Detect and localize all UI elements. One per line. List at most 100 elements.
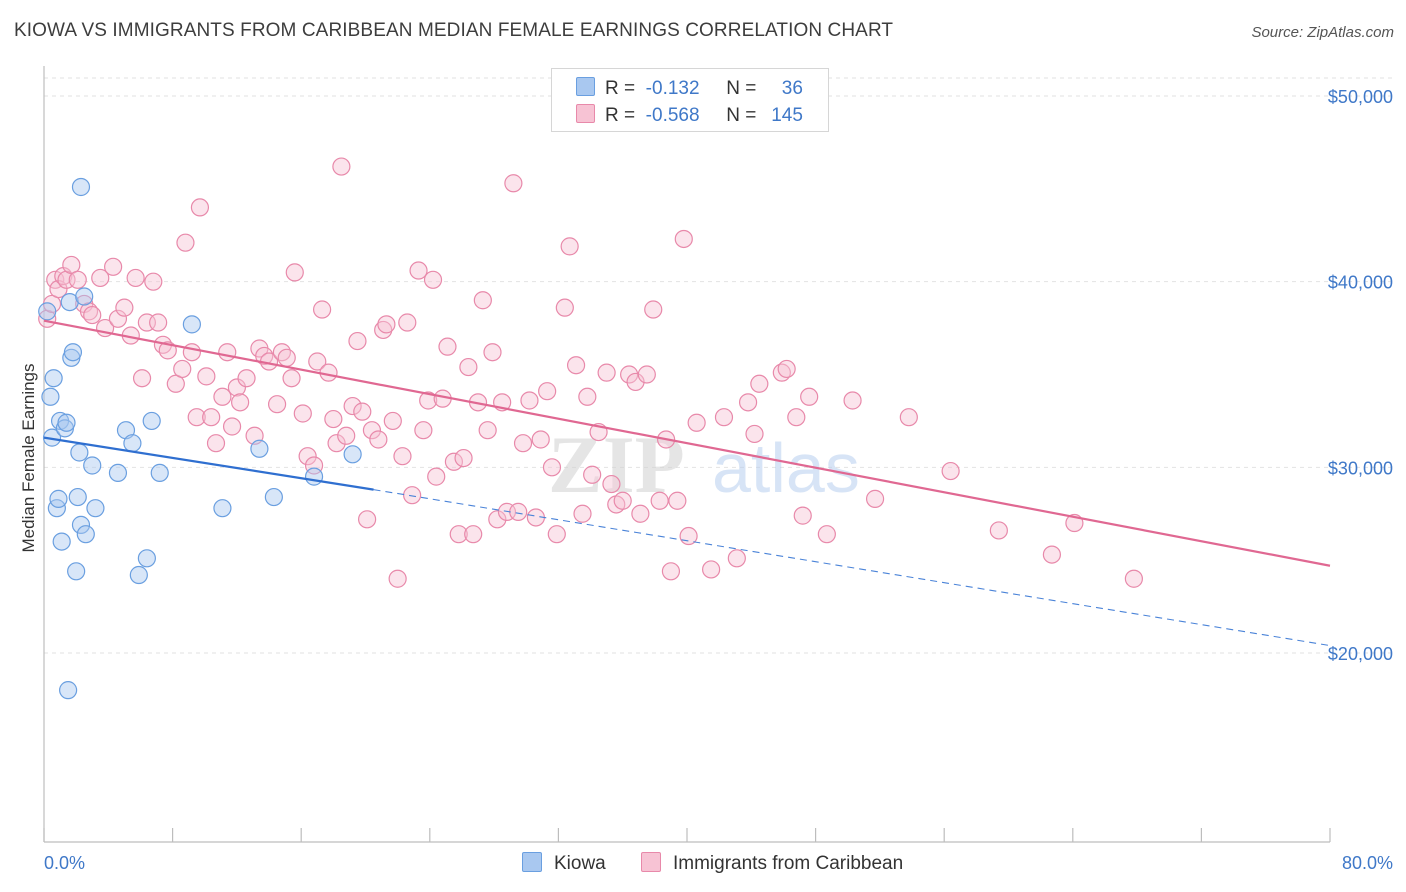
point-caribbean: [149, 313, 168, 332]
point-kiowa: [47, 499, 66, 518]
point-kiowa: [213, 499, 232, 518]
point-caribbean: [132, 369, 152, 388]
point-kiowa: [123, 434, 142, 453]
point-caribbean: [332, 157, 351, 176]
point-caribbean: [661, 562, 681, 581]
trend-line-caribbean: [43, 319, 1331, 567]
point-caribbean: [126, 268, 145, 288]
point-caribbean: [478, 421, 497, 440]
point-caribbean: [449, 525, 468, 544]
point-caribbean: [108, 309, 128, 328]
point-caribbean: [197, 367, 216, 386]
point-kiowa: [250, 439, 269, 458]
point-caribbean: [353, 402, 372, 421]
x-tick-label: 80.0%: [1342, 853, 1393, 873]
point-caribbean: [91, 268, 110, 288]
y-tick-label: $50,000: [1328, 87, 1393, 107]
point-caribbean: [227, 378, 246, 397]
point-caribbean: [218, 343, 237, 362]
point-caribbean: [650, 491, 669, 510]
point-kiowa: [137, 549, 156, 568]
point-caribbean: [377, 315, 396, 334]
point-caribbean: [237, 369, 256, 388]
point-kiowa: [63, 343, 83, 362]
point-caribbean: [620, 365, 639, 384]
point-caribbean: [800, 387, 819, 406]
legend-n-value: 36: [781, 78, 803, 99]
point-kiowa: [142, 411, 161, 431]
point-caribbean: [573, 504, 592, 523]
point-kiowa: [49, 489, 68, 508]
point-caribbean: [777, 359, 796, 379]
point-caribbean: [817, 525, 836, 544]
point-caribbean: [989, 521, 1008, 540]
point-kiowa: [70, 443, 89, 462]
point-kiowa: [343, 445, 362, 464]
point-caribbean: [231, 393, 250, 412]
point-caribbean: [414, 421, 433, 440]
point-caribbean: [388, 569, 407, 588]
point-caribbean: [560, 237, 579, 256]
point-caribbean: [602, 474, 621, 494]
legend-n-label: N =: [726, 105, 757, 126]
point-caribbean: [745, 424, 764, 444]
legend-n-label: N =: [726, 78, 757, 99]
point-caribbean: [298, 447, 317, 466]
legend-row-caribbean: R = -0.568 N = 145: [576, 104, 803, 127]
trend-lines: [43, 319, 1331, 647]
point-kiowa: [75, 287, 94, 306]
point-caribbean: [374, 320, 393, 340]
point-caribbean: [504, 174, 523, 193]
point-caribbean: [578, 387, 597, 406]
point-caribbean: [272, 343, 292, 362]
point-caribbean: [899, 408, 918, 427]
chart-source: Source: ZipAtlas.com: [1251, 24, 1394, 41]
point-caribbean: [206, 434, 226, 453]
point-caribbean: [509, 502, 528, 521]
point-caribbean: [190, 198, 210, 217]
trend-line-kiowa-extension: [373, 489, 1331, 647]
point-caribbean: [555, 298, 574, 317]
point-caribbean: [566, 356, 586, 375]
point-kiowa: [67, 562, 86, 581]
point-kiowa: [44, 369, 63, 388]
point-caribbean: [488, 510, 507, 529]
legend-r-value: -0.568: [645, 105, 700, 126]
point-caribbean: [644, 300, 663, 319]
point-caribbean: [531, 430, 550, 449]
point-kiowa: [59, 681, 78, 700]
point-caribbean: [383, 411, 402, 431]
point-caribbean: [793, 506, 812, 525]
point-kiowa: [86, 499, 105, 518]
legend: R = -0.132 N = 36 R = -0.568 N = 145: [551, 68, 829, 132]
point-caribbean: [520, 391, 539, 410]
point-caribbean: [369, 430, 388, 449]
bottom-legend-swatch-caribbean: [641, 852, 661, 872]
point-caribbean: [255, 346, 274, 366]
point-caribbean: [419, 391, 438, 410]
legend-swatch-caribbean: [576, 104, 595, 123]
point-caribbean: [727, 549, 746, 568]
legend-swatch-kiowa: [576, 77, 595, 96]
point-caribbean: [187, 408, 206, 427]
legend-r-label: R =: [605, 78, 636, 99]
point-caribbean: [337, 426, 356, 445]
point-caribbean: [202, 408, 221, 427]
y-tick-label: $40,000: [1328, 273, 1393, 293]
point-caribbean: [312, 300, 332, 319]
point-caribbean: [362, 421, 382, 440]
point-kiowa: [68, 487, 87, 507]
y-axis-label: Median Female Earnings: [19, 364, 38, 553]
point-kiowa: [129, 565, 148, 585]
x-tick-label: 0.0%: [44, 853, 85, 873]
point-caribbean: [702, 560, 721, 579]
point-kiowa: [71, 515, 91, 534]
point-caribbean: [398, 313, 417, 332]
bottom-legend-label-caribbean: Immigrants from Caribbean: [673, 853, 904, 874]
point-caribbean: [308, 352, 327, 371]
point-caribbean: [583, 465, 602, 484]
point-caribbean: [173, 359, 192, 379]
point-kiowa: [108, 463, 128, 483]
point-caribbean: [687, 413, 706, 432]
